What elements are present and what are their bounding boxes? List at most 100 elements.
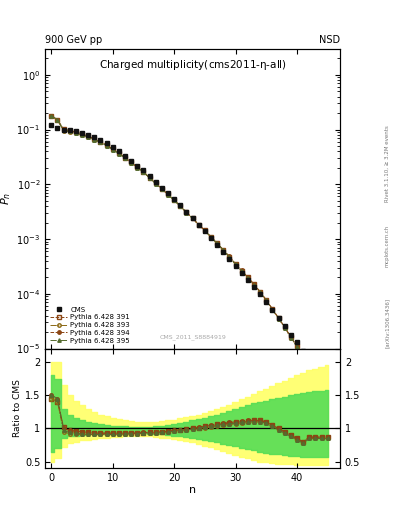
Pythia 6.428 395: [153, 181, 158, 187]
Pythia 6.428 391: [233, 261, 238, 267]
Pythia 6.428 395: [116, 151, 121, 157]
CMS: [73, 128, 78, 134]
Text: mcplots.cern.ch: mcplots.cern.ch: [385, 225, 389, 267]
Pythia 6.428 395: [172, 197, 176, 203]
Pythia 6.428 393: [227, 254, 232, 260]
Pythia 6.428 394: [92, 136, 97, 142]
CMS: [209, 235, 213, 241]
CMS: [295, 339, 299, 346]
CMS: [135, 162, 140, 168]
Pythia 6.428 393: [276, 315, 281, 322]
Pythia 6.428 391: [239, 268, 244, 274]
Pythia 6.428 391: [313, 367, 318, 373]
Pythia 6.428 394: [123, 155, 127, 161]
Pythia 6.428 391: [92, 136, 97, 142]
Pythia 6.428 393: [80, 132, 84, 138]
Pythia 6.428 393: [49, 113, 54, 119]
Pythia 6.428 391: [264, 297, 269, 303]
Pythia 6.428 391: [307, 359, 312, 365]
Pythia 6.428 395: [98, 139, 103, 145]
CMS: [215, 242, 219, 248]
Pythia 6.428 391: [196, 222, 201, 228]
Y-axis label: $\mathit{P_n}$: $\mathit{P_n}$: [0, 192, 13, 205]
CMS: [288, 331, 293, 337]
Pythia 6.428 393: [172, 197, 176, 203]
Pythia 6.428 391: [325, 382, 330, 389]
CMS: [80, 130, 84, 136]
Pythia 6.428 391: [166, 191, 171, 198]
CMS: [104, 140, 109, 146]
Pythia 6.428 394: [153, 180, 158, 186]
Pythia 6.428 394: [282, 324, 287, 330]
Pythia 6.428 394: [190, 215, 195, 221]
Pythia 6.428 393: [160, 186, 164, 192]
Pythia 6.428 391: [184, 209, 189, 216]
Pythia 6.428 395: [49, 113, 54, 119]
Pythia 6.428 395: [196, 222, 201, 228]
Pythia 6.428 391: [282, 324, 287, 330]
Pythia 6.428 395: [80, 132, 84, 138]
Pythia 6.428 393: [184, 209, 189, 216]
CMS: [123, 153, 127, 159]
Pythia 6.428 394: [215, 240, 219, 246]
Pythia 6.428 395: [209, 234, 213, 240]
Pythia 6.428 393: [325, 383, 330, 390]
Pythia 6.428 393: [252, 282, 256, 288]
Line: Pythia 6.428 395: Pythia 6.428 395: [50, 114, 329, 388]
Pythia 6.428 393: [319, 376, 324, 382]
Pythia 6.428 394: [270, 306, 275, 312]
Pythia 6.428 394: [104, 142, 109, 148]
Pythia 6.428 394: [221, 247, 226, 253]
Pythia 6.428 395: [301, 354, 305, 360]
CMS: [227, 255, 232, 262]
Pythia 6.428 394: [178, 203, 183, 209]
CMS: [282, 323, 287, 329]
Pythia 6.428 393: [129, 160, 134, 166]
Pythia 6.428 395: [319, 376, 324, 382]
Pythia 6.428 391: [61, 126, 66, 132]
Pythia 6.428 395: [252, 282, 256, 288]
Pythia 6.428 395: [61, 127, 66, 133]
Pythia 6.428 395: [282, 325, 287, 331]
Line: Pythia 6.428 394: Pythia 6.428 394: [50, 114, 329, 388]
Pythia 6.428 394: [86, 133, 90, 139]
Pythia 6.428 394: [61, 126, 66, 133]
Pythia 6.428 393: [98, 139, 103, 145]
Pythia 6.428 393: [123, 155, 127, 161]
Pythia 6.428 393: [190, 216, 195, 222]
Pythia 6.428 395: [184, 209, 189, 216]
Pythia 6.428 394: [288, 334, 293, 340]
CMS: [270, 307, 275, 313]
CMS: [276, 315, 281, 321]
Pythia 6.428 394: [252, 281, 256, 287]
Pythia 6.428 391: [246, 274, 250, 281]
Pythia 6.428 393: [55, 117, 60, 123]
Pythia 6.428 393: [313, 367, 318, 373]
Pythia 6.428 393: [141, 169, 146, 175]
Pythia 6.428 394: [116, 150, 121, 156]
Line: Pythia 6.428 391: Pythia 6.428 391: [50, 115, 329, 388]
Pythia 6.428 395: [190, 216, 195, 222]
Pythia 6.428 391: [110, 146, 115, 152]
Pythia 6.428 394: [239, 267, 244, 273]
CMS: [325, 379, 330, 386]
Pythia 6.428 393: [233, 262, 238, 268]
CMS: [49, 122, 54, 128]
Pythia 6.428 391: [116, 150, 121, 156]
CMS: [178, 202, 183, 208]
Pythia 6.428 393: [301, 354, 305, 360]
Pythia 6.428 391: [319, 375, 324, 381]
Pythia 6.428 394: [80, 131, 84, 137]
CMS: [98, 137, 103, 143]
Pythia 6.428 391: [80, 131, 84, 137]
CMS: [172, 196, 176, 202]
CMS: [319, 372, 324, 378]
Pythia 6.428 393: [135, 164, 140, 170]
Pythia 6.428 393: [215, 241, 219, 247]
Pythia 6.428 395: [178, 203, 183, 209]
Pythia 6.428 393: [86, 134, 90, 140]
Pythia 6.428 394: [55, 116, 60, 122]
Pythia 6.428 391: [288, 334, 293, 340]
CMS: [307, 356, 312, 362]
Pythia 6.428 393: [116, 150, 121, 156]
